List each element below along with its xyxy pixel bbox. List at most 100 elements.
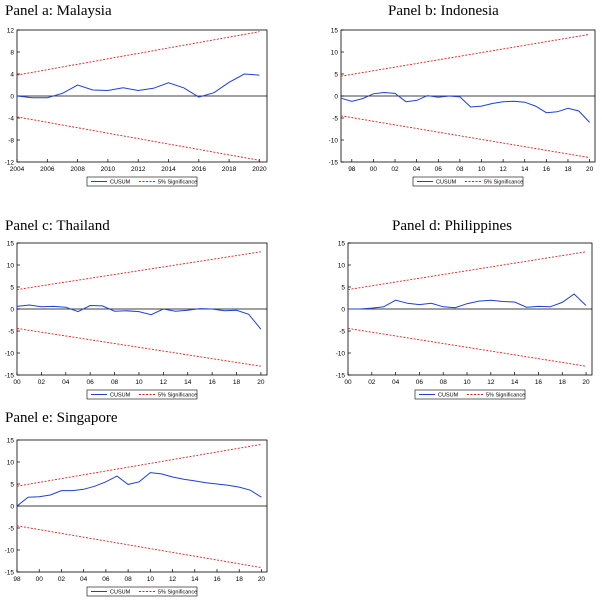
y-tick-label: -15: [329, 160, 339, 167]
y-tick-label: -10: [336, 351, 346, 358]
y-tick-label: 0: [10, 94, 14, 101]
lower-significance-line: [16, 525, 262, 569]
x-tick-label: 20: [586, 166, 594, 173]
x-tick-label: 98: [348, 166, 356, 173]
cusum-line: [16, 304, 262, 330]
x-tick-label: 18: [236, 576, 244, 583]
x-tick-label: 06: [435, 166, 443, 173]
y-tick-label: -8: [8, 138, 14, 145]
y-tick-label: 0: [10, 504, 14, 511]
x-tick-label: 20: [258, 576, 266, 583]
panel-d-title: Panel d: Philippines: [392, 218, 512, 234]
y-tick-label: 4: [10, 72, 14, 79]
x-tick-label: 18: [564, 166, 572, 173]
x-tick-label: 08: [440, 379, 448, 386]
legend: CUSUM 5% Significance: [414, 389, 526, 400]
cusum-line: [16, 73, 260, 99]
x-tick-label: 2008: [70, 166, 85, 173]
x-tick-label: 06: [87, 379, 95, 386]
y-tick-label: 12: [7, 28, 15, 35]
legend-box: [414, 389, 526, 400]
y-tick-label: -12: [5, 160, 15, 167]
lower-significance-line: [16, 327, 261, 367]
y-tick-label: 0: [341, 307, 345, 314]
panel-c-title: Panel c: Thailand: [5, 218, 110, 234]
cusum-line: [348, 293, 587, 310]
upper-significance-line: [340, 33, 590, 77]
y-tick-label: -15: [5, 373, 15, 380]
x-tick-label: 14: [521, 166, 529, 173]
legend-box: [86, 389, 198, 400]
x-tick-label: 00: [344, 379, 352, 386]
y-tick-label: 5: [10, 482, 14, 489]
y-tick-label: -4: [8, 116, 14, 123]
x-tick-label: 00: [13, 379, 21, 386]
upper-significance-line: [16, 443, 262, 487]
y-tick-label: 5: [10, 285, 14, 292]
x-tick-label: 08: [124, 576, 132, 583]
panel-c-chart: -15 -10 -5 0 5 10 15 00 02 04 06 08 10 12 14 16 18 20 CUSU…: [5, 241, 268, 400]
panel-e-title: Panel e: Singapore: [5, 410, 118, 426]
legend-significance-label: 5% Significance: [486, 393, 525, 399]
panel-b-chart: -15 -10 -5 0 5 10 15 98 00 02 04 06 08 10 12 14 16 18 20 CU…: [329, 28, 596, 187]
x-tick-label: 98: [13, 576, 21, 583]
legend: CUSUM 5% Significance: [86, 389, 198, 400]
legend-significance-label: 5% Significance: [158, 180, 197, 186]
legend-significance-label: 5% Significance: [484, 180, 523, 186]
x-tick-label: 14: [511, 379, 519, 386]
x-tick-label: 02: [368, 379, 376, 386]
x-tick-label: 16: [209, 379, 217, 386]
y-tick-label: 15: [7, 241, 15, 248]
y-tick-label: 0: [10, 307, 14, 314]
y-tick-label: -15: [5, 570, 15, 577]
y-tick-label: 5: [341, 285, 345, 292]
legend-cusum-label: CUSUM: [110, 590, 131, 596]
lower-significance-line: [340, 115, 590, 159]
y-tick-label: 5: [334, 72, 338, 79]
x-tick-label: 2012: [131, 166, 146, 173]
x-tick-label: 16: [535, 379, 543, 386]
x-tick-label: 2006: [40, 166, 55, 173]
legend-cusum-label: CUSUM: [110, 180, 131, 186]
legend-significance-label: 5% Significance: [158, 590, 197, 596]
x-tick-label: 2016: [192, 166, 207, 173]
x-tick-label: 14: [191, 576, 199, 583]
x-tick-label: 02: [391, 166, 399, 173]
x-tick-label: 12: [487, 379, 495, 386]
y-tick-label: -5: [8, 329, 14, 336]
x-tick-label: 06: [102, 576, 110, 583]
x-tick-label: 04: [80, 576, 88, 583]
x-tick-label: 20: [257, 379, 265, 386]
y-tick-label: -15: [336, 373, 346, 380]
panel-d-chart: -15 -10 -5 0 5 10 15 00 02 04 06 08 10 12 14 16 18 20 CUSU…: [336, 241, 593, 400]
y-tick-label: -5: [339, 329, 345, 336]
upper-significance-line: [347, 251, 587, 291]
cusum-line: [340, 91, 590, 123]
x-tick-label: 2004: [10, 166, 25, 173]
upper-significance-line: [16, 251, 261, 291]
x-tick-label: 04: [392, 379, 400, 386]
x-tick-label: 20: [582, 379, 590, 386]
y-tick-label: -10: [5, 351, 15, 358]
x-tick-label: 10: [478, 166, 486, 173]
cusum-line: [16, 472, 262, 507]
x-tick-label: 12: [160, 379, 168, 386]
y-tick-label: 10: [338, 263, 346, 270]
legend-cusum-label: CUSUM: [438, 393, 459, 399]
panel-a-title: Panel a: Malaysia: [5, 3, 112, 19]
y-tick-label: -10: [5, 548, 15, 555]
legend-box: [86, 586, 198, 597]
panel-e-chart: -15 -10 -5 0 5 10 15 98 00 02 04 06 08 10 12 14 16 18 20 CU…: [5, 438, 268, 597]
x-tick-label: 12: [169, 576, 177, 583]
legend: CUSUM 5% Significance: [86, 176, 198, 187]
legend: CUSUM 5% Significance: [412, 176, 524, 187]
x-tick-label: 02: [58, 576, 66, 583]
y-tick-label: 15: [331, 28, 339, 35]
upper-significance-line: [16, 31, 260, 76]
x-tick-label: 08: [456, 166, 464, 173]
y-tick-label: 8: [10, 50, 14, 57]
legend: CUSUM 5% Significance: [86, 586, 198, 597]
x-tick-label: 02: [38, 379, 46, 386]
x-tick-label: 10: [135, 379, 143, 386]
x-tick-label: 00: [370, 166, 378, 173]
